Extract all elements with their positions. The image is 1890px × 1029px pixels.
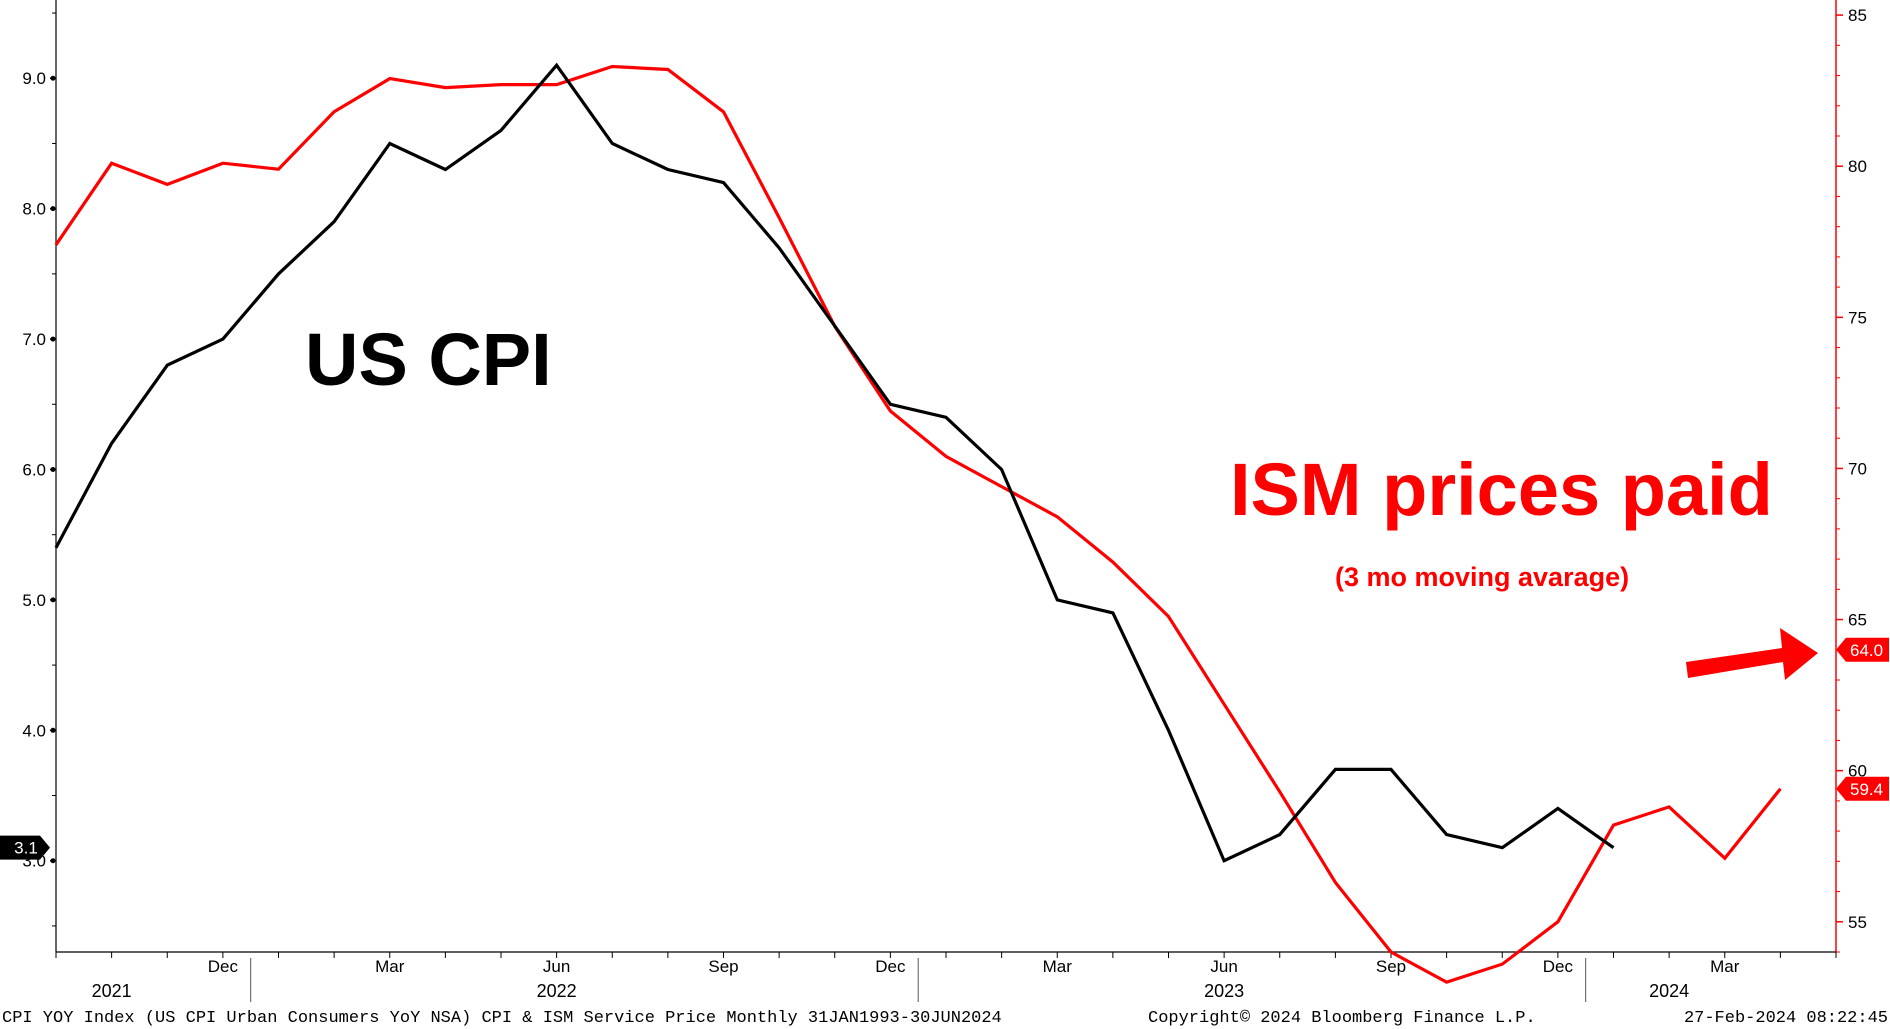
footer-center: Copyright© 2024 Bloomberg Finance L.P.: [1148, 1009, 1536, 1028]
right-axis: 85 80 75 70 65 60 55: [1835, 0, 1867, 953]
cpi-title: US CPI: [305, 318, 552, 401]
left-axis-tick-dot: [50, 597, 56, 603]
x-axis-month-label: Jun: [543, 957, 570, 976]
left-axis-tick-label: 4.0: [22, 721, 46, 740]
ism-series-line: [54, 64, 1782, 984]
left-axis-tick-dot: [50, 466, 56, 472]
left-axis-tick-dot: [50, 336, 56, 342]
left-axis-tick-label: 6.0: [22, 460, 46, 479]
left-axis-tick-label: 7.0: [22, 330, 46, 349]
value-badges: 3.1 64.0 59.4: [0, 637, 1889, 860]
x-axis-month-label: Jun: [1210, 957, 1237, 976]
x-axis-month-label: Sep: [708, 957, 738, 976]
series-layer: [54, 62, 1782, 984]
x-axis-month-label: Mar: [1710, 957, 1740, 976]
x-axis-month-label: Mar: [375, 957, 405, 976]
right-axis-tick-label: 55: [1848, 913, 1867, 932]
left-axis-tick-dot: [50, 206, 56, 212]
ism-subtitle: (3 mo moving avarage): [1335, 562, 1629, 592]
left-value-badge-label: 3.1: [14, 839, 38, 858]
x-axis-month-label: Dec: [875, 957, 906, 976]
x-axis-year-label: 2022: [537, 981, 577, 1001]
left-axis-tick-label: 9.0: [22, 69, 46, 88]
right-axis-tick-label: 65: [1848, 611, 1867, 630]
x-axis-year-label: 2021: [92, 981, 132, 1001]
right-arrow-icon: [1686, 628, 1818, 680]
footer-right: 27-Feb-2024 08:22:45: [1684, 1009, 1888, 1028]
cpi-series-line: [54, 62, 1615, 863]
right-axis-tick-label: 80: [1848, 157, 1867, 176]
x-axis-month-label: Sep: [1376, 957, 1406, 976]
left-axis-tick-dot: [50, 727, 56, 733]
left-value-badge: [0, 835, 50, 860]
left-axis-tick-dot: [50, 858, 56, 864]
left-axis-tick-dot: [50, 75, 56, 81]
right-axis-tick-label: 70: [1848, 459, 1867, 478]
right-value-badge: [1836, 776, 1889, 801]
x-axis-month-label: Dec: [208, 957, 239, 976]
x-axis-month-label: Dec: [1543, 957, 1574, 976]
right-axis-tick-label: 85: [1848, 6, 1867, 25]
ism-title: ISM prices paid: [1230, 448, 1773, 531]
left-axis-tick-label: 8.0: [22, 200, 46, 219]
right-axis-tick-label: 75: [1848, 308, 1867, 327]
right-axis-tick-label: 60: [1848, 762, 1867, 781]
right-value-badge-label: 59.4: [1850, 780, 1883, 799]
x-axis-year-label: 2024: [1649, 981, 1689, 1001]
footer-left: CPI YOY Index (US CPI Urban Consumers Yo…: [2, 1009, 1002, 1028]
x-axis-month-label: Mar: [1043, 957, 1073, 976]
right-value-badge-label: 64.0: [1850, 641, 1883, 660]
x-axis: Dec Mar Jun Sep Dec Mar Jun Sep Dec Mar 2021 2022 20…: [55, 951, 1837, 1002]
left-axis-tick-label: 5.0: [22, 591, 46, 610]
x-axis-year-label: 2023: [1204, 981, 1244, 1001]
right-value-badge: [1836, 637, 1889, 662]
